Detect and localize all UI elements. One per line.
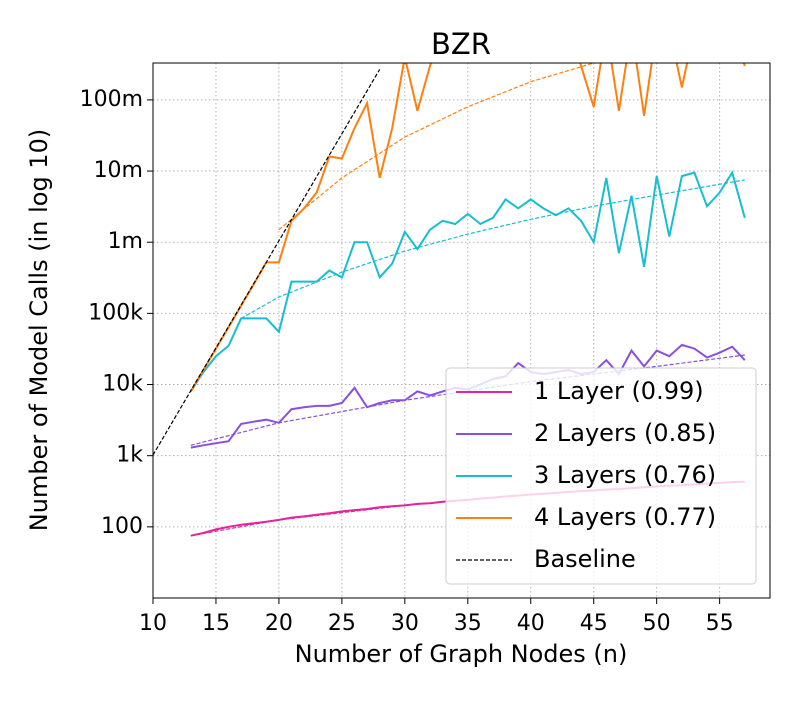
baseline-line [153, 69, 381, 456]
plot-frame [152, 62, 771, 599]
y-tick-label: 10m [94, 158, 143, 183]
legend-label: 4 Layers (0.77) [534, 503, 716, 531]
x-tick-label: 50 [643, 611, 671, 636]
y-axis-label: Number of Model Calls (in log 10) [25, 129, 53, 531]
legend-label: Baseline [534, 545, 636, 573]
x-tick-label: 15 [202, 611, 230, 636]
y-tick-label: 100 [101, 514, 143, 539]
legend-label: 1 Layer (0.99) [534, 377, 704, 405]
fit-line [278, 63, 597, 231]
series-line [189, 170, 746, 392]
x-tick-label: 25 [328, 611, 356, 636]
legend-box [445, 367, 757, 585]
x-tick-label: 35 [454, 611, 482, 636]
x-tick-label: 55 [706, 611, 734, 636]
y-tick-label: 1k [116, 443, 143, 468]
x-tick-label: 20 [265, 611, 293, 636]
x-axis-label: Number of Graph Nodes (n) [295, 640, 628, 668]
x-tick-label: 45 [580, 611, 608, 636]
y-tick-label: 100m [80, 87, 143, 112]
y-tick-label: 100k [88, 300, 143, 325]
fit-line [240, 179, 745, 319]
x-tick-label: 30 [391, 611, 419, 636]
x-tick-label: 10 [139, 611, 167, 636]
x-tick-label: 40 [517, 611, 545, 636]
chart-title: BZR [431, 27, 491, 61]
y-tick-label: 1m [108, 229, 143, 254]
series-line [189, 63, 746, 392]
legend-label: 3 Layers (0.76) [534, 461, 716, 489]
legend-label: 2 Layers (0.85) [534, 419, 716, 447]
y-tick-label: 10k [102, 372, 143, 397]
